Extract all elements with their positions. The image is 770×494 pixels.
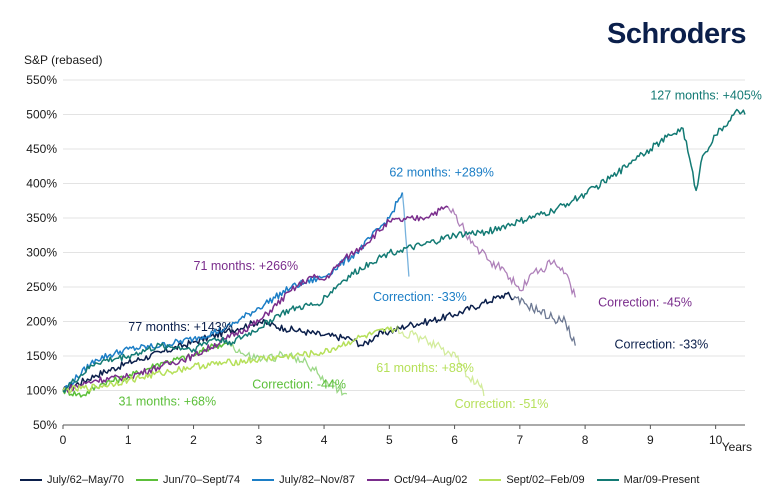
annotation-label: Correction: -44% [252, 377, 346, 391]
legend-swatch [136, 479, 159, 481]
x-tick-labels: 0 1 2 3 4 5 6 7 8 9 10 [60, 425, 723, 447]
annotation-label: 62 months: +289% [389, 166, 494, 180]
y-tick-label: 300% [26, 246, 57, 260]
y-axis-title: S&P (rebased) [24, 53, 103, 67]
legend-swatch [479, 479, 502, 481]
y-tick-label: 450% [26, 142, 57, 156]
y-tick-label: 50% [33, 418, 57, 432]
y-tick-labels: 50% 100% 150% 200% 250% 300% 350% 400% 450% 500% 5… [26, 73, 57, 432]
correction-line [395, 324, 485, 397]
series-line [62, 291, 514, 392]
x-tick-label: 7 [516, 433, 523, 447]
annotation-label: 61 months: +88% [376, 361, 474, 375]
y-tick-label: 500% [26, 108, 57, 122]
correction-line [401, 192, 410, 277]
legend-swatch [596, 479, 619, 481]
legend-item: Oct/94–Aug/02 [366, 474, 468, 486]
correction-line [512, 295, 576, 346]
annotation-label: 77 months: +143% [128, 320, 233, 334]
annotation-label: Correction: -45% [598, 295, 692, 309]
y-tick-label: 250% [26, 280, 57, 294]
x-tick-label: 8 [582, 433, 589, 447]
legend-label: Oct/94–Aug/02 [393, 474, 468, 486]
x-tick-label: 1 [125, 433, 132, 447]
y-tick-label: 350% [26, 211, 57, 225]
series-line [62, 205, 449, 393]
legend: July/62–May/70 Jun/70–Sept/74 July/82–Nov/… [20, 474, 711, 486]
legend-swatch [366, 479, 389, 481]
x-tick-label: 10 [709, 433, 723, 447]
legend-label: July/82–Nov/87 [279, 474, 355, 486]
x-tick-label: 9 [647, 433, 654, 447]
correction-line [447, 206, 576, 298]
legend-label: Mar/09-Present [623, 474, 700, 486]
gridlines [63, 79, 745, 426]
y-tick-label: 400% [26, 177, 57, 191]
series-line [62, 108, 746, 393]
y-tick-label: 200% [26, 315, 57, 329]
x-tick-label: 0 [60, 433, 67, 447]
brand-logo: Schroders [607, 18, 746, 50]
series-line [62, 326, 396, 394]
series-line [62, 192, 404, 392]
legend-label: Jun/70–Sept/74 [163, 474, 241, 486]
annotation-label: Correction: -33% [373, 290, 467, 304]
legend-item: Jun/70–Sept/74 [136, 474, 240, 486]
annotation-label: Correction: -51% [455, 397, 549, 411]
y-tick-label: 550% [26, 73, 57, 87]
legend-item: Mar/09-Present [596, 474, 700, 486]
annotation-label: Correction: -33% [614, 337, 708, 351]
legend-swatch [252, 479, 275, 481]
y-tick-label: 150% [26, 349, 57, 363]
annotation-label: 127 months: +405% [650, 88, 762, 102]
x-tick-label: 6 [451, 433, 458, 447]
annotations: 127 months: +405% 62 months: +289% 71 mont… [118, 88, 761, 410]
x-tick-label: 4 [321, 433, 328, 447]
legend-swatch [20, 479, 42, 481]
y-tick-label: 100% [26, 384, 57, 398]
legend-item: July/62–May/70 [20, 474, 124, 486]
legend-label: July/62–May/70 [47, 474, 125, 486]
legend-item: July/82–Nov/87 [252, 474, 355, 486]
legend-label: Sept/02–Feb/09 [506, 474, 585, 486]
x-axis-title: Years [722, 440, 752, 454]
x-tick-label: 5 [386, 433, 393, 447]
series-lines [62, 108, 746, 398]
legend-item: Sept/02–Feb/09 [479, 474, 585, 486]
x-tick-label: 3 [255, 433, 262, 447]
annotation-label: 31 months: +68% [118, 395, 216, 409]
x-tick-label: 2 [190, 433, 197, 447]
annotation-label: 71 months: +266% [194, 259, 299, 273]
